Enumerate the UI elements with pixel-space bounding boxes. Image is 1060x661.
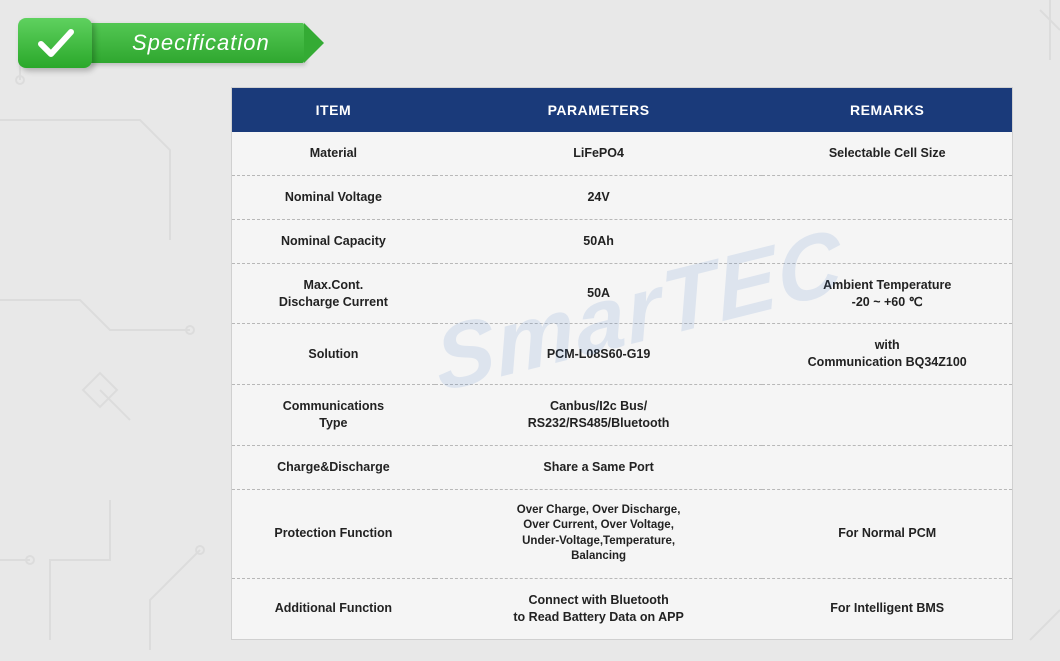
table-row: Nominal Capacity50Ah: [232, 219, 1012, 263]
cell-params: Canbus/I2c Bus/RS232/RS485/Bluetooth: [435, 385, 763, 446]
cell-item: Additional Function: [232, 578, 435, 638]
specification-table: ITEM PARAMETERS REMARKS MaterialLiFePO4S…: [232, 88, 1012, 639]
col-header-params: PARAMETERS: [435, 88, 763, 132]
cell-params: Over Charge, Over Discharge,Over Current…: [435, 489, 763, 578]
cell-remarks: For Normal PCM: [762, 489, 1012, 578]
cell-item: Solution: [232, 324, 435, 385]
cell-remarks: Ambient Temperature-20 ~ +60 ℃: [762, 263, 1012, 324]
cell-remarks: withCommunication BQ34Z100: [762, 324, 1012, 385]
header-banner: Specification: [18, 18, 304, 68]
cell-params: 24V: [435, 175, 763, 219]
page-title: Specification: [88, 23, 304, 63]
cell-remarks: [762, 385, 1012, 446]
table-row: Charge&DischargeShare a Same Port: [232, 445, 1012, 489]
cell-params: Connect with Bluetoothto Read Battery Da…: [435, 578, 763, 638]
col-header-item: ITEM: [232, 88, 435, 132]
check-icon: [18, 18, 92, 68]
cell-remarks: [762, 175, 1012, 219]
cell-item: CommunicationsType: [232, 385, 435, 446]
cell-item: Nominal Voltage: [232, 175, 435, 219]
cell-params: LiFePO4: [435, 132, 763, 175]
cell-remarks: For Intelligent BMS: [762, 578, 1012, 638]
table-body: MaterialLiFePO4Selectable Cell SizeNomin…: [232, 132, 1012, 639]
cell-remarks: [762, 445, 1012, 489]
table-row: Nominal Voltage24V: [232, 175, 1012, 219]
cell-item: Protection Function: [232, 489, 435, 578]
table-row: Max.Cont.Discharge Current50AAmbient Tem…: [232, 263, 1012, 324]
cell-item: Nominal Capacity: [232, 219, 435, 263]
cell-item: Charge&Discharge: [232, 445, 435, 489]
cell-remarks: Selectable Cell Size: [762, 132, 1012, 175]
cell-params: 50A: [435, 263, 763, 324]
table-row: Additional FunctionConnect with Bluetoot…: [232, 578, 1012, 638]
cell-item: Max.Cont.Discharge Current: [232, 263, 435, 324]
table-row: Protection FunctionOver Charge, Over Dis…: [232, 489, 1012, 578]
cell-params: Share a Same Port: [435, 445, 763, 489]
cell-params: PCM-L08S60-G19: [435, 324, 763, 385]
cell-item: Material: [232, 132, 435, 175]
cell-params: 50Ah: [435, 219, 763, 263]
table-row: SolutionPCM-L08S60-G19withCommunication …: [232, 324, 1012, 385]
table-header-row: ITEM PARAMETERS REMARKS: [232, 88, 1012, 132]
cell-remarks: [762, 219, 1012, 263]
col-header-remarks: REMARKS: [762, 88, 1012, 132]
table-row: CommunicationsTypeCanbus/I2c Bus/RS232/R…: [232, 385, 1012, 446]
table-row: MaterialLiFePO4Selectable Cell Size: [232, 132, 1012, 175]
